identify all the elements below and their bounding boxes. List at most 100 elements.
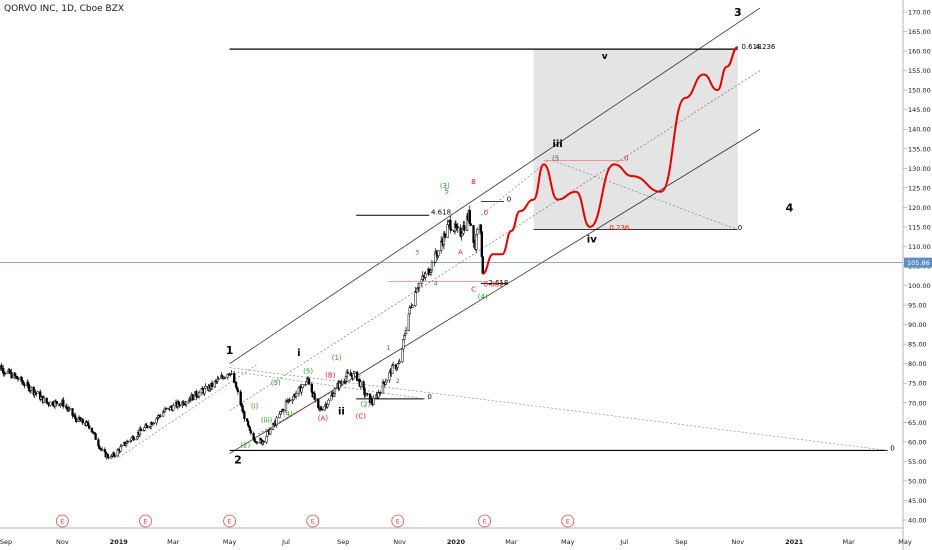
candle-body bbox=[396, 363, 399, 368]
price-tick-label: 70.00 bbox=[908, 399, 927, 407]
candle bbox=[340, 379, 343, 386]
candle-body bbox=[204, 385, 207, 389]
candle-body bbox=[88, 425, 91, 429]
time-tick-label: Mar bbox=[505, 538, 518, 546]
candle bbox=[450, 226, 453, 232]
candle bbox=[68, 406, 71, 412]
candle-body bbox=[327, 399, 330, 405]
candle bbox=[133, 437, 136, 441]
fib-label: 0.236 bbox=[609, 224, 630, 232]
candle-body bbox=[307, 378, 311, 385]
candle-body bbox=[379, 392, 382, 394]
candle bbox=[100, 446, 104, 451]
price-tick-label: 55.00 bbox=[908, 458, 927, 466]
price-tick-label: 140.00 bbox=[908, 126, 931, 134]
time-tick-label: Jul bbox=[619, 538, 628, 546]
fib-label: 0 bbox=[484, 209, 488, 217]
candle-body bbox=[479, 224, 483, 232]
channel-upper bbox=[229, 7, 761, 365]
earnings-event-letter: E bbox=[228, 518, 232, 526]
candle-body bbox=[249, 430, 252, 434]
earnings-event-icon: E bbox=[561, 514, 575, 528]
diag-1 bbox=[229, 367, 888, 451]
current-price-label: 105.86 bbox=[907, 259, 930, 267]
earnings-event-icon: E bbox=[55, 514, 69, 528]
wave-labels: 1234iiiiiiivv(1)(2)(3)(4)(5)(i)(iii)(2)(… bbox=[226, 6, 895, 466]
candle bbox=[472, 225, 475, 248]
candle-body bbox=[333, 388, 337, 394]
price-tick-label: 120.00 bbox=[908, 204, 931, 212]
price-tick-label: 135.00 bbox=[908, 145, 931, 153]
candle-body bbox=[165, 407, 168, 410]
price-tick-label: 75.00 bbox=[908, 380, 927, 388]
candle bbox=[256, 441, 259, 444]
fib-label: 0 bbox=[624, 154, 628, 162]
candle-body bbox=[269, 429, 272, 435]
projection-curve bbox=[482, 46, 739, 275]
candle bbox=[307, 378, 311, 386]
candle bbox=[353, 371, 356, 377]
earnings-event-circle bbox=[478, 514, 492, 528]
diag-3 bbox=[552, 160, 738, 230]
candle bbox=[3, 371, 7, 376]
candle bbox=[297, 387, 301, 397]
diag-5 bbox=[480, 160, 549, 216]
candle-body bbox=[437, 250, 440, 256]
candle bbox=[437, 250, 440, 258]
price-tick-label: 40.00 bbox=[908, 517, 927, 525]
price-tick-label: 155.00 bbox=[908, 67, 931, 75]
candle bbox=[139, 426, 143, 432]
candle-body bbox=[294, 393, 298, 397]
candle-body bbox=[217, 378, 220, 380]
candle bbox=[29, 386, 33, 394]
candle-body bbox=[359, 381, 362, 387]
candle-body bbox=[49, 401, 52, 406]
candle bbox=[463, 221, 466, 233]
target-zone-box bbox=[533, 49, 738, 230]
time-tick-label: 2019 bbox=[110, 538, 129, 546]
wave-label: iv bbox=[587, 235, 597, 246]
diag-4 bbox=[118, 363, 259, 458]
candle bbox=[414, 287, 417, 307]
candle bbox=[314, 397, 317, 403]
candle bbox=[230, 369, 233, 376]
candle bbox=[172, 402, 175, 411]
price-candles bbox=[0, 205, 484, 460]
candle bbox=[443, 231, 447, 241]
candle-body bbox=[463, 225, 466, 231]
earnings-event-letter: E bbox=[396, 518, 400, 526]
candle-body bbox=[152, 422, 155, 424]
candle-body bbox=[126, 440, 130, 443]
candle bbox=[398, 358, 401, 364]
candle-body bbox=[310, 383, 313, 393]
wave-label: 5 bbox=[444, 188, 448, 196]
candle-body bbox=[172, 405, 175, 411]
candle bbox=[333, 386, 337, 397]
price-tick-label: 160.00 bbox=[908, 48, 931, 56]
candle bbox=[320, 406, 324, 411]
candle bbox=[236, 387, 240, 395]
candle-body bbox=[301, 384, 304, 388]
price-tick-label: 170.00 bbox=[908, 9, 931, 17]
wave-label: (2) bbox=[240, 442, 250, 450]
candle bbox=[159, 413, 162, 418]
wave-label: (2) bbox=[360, 401, 370, 409]
candle-body bbox=[75, 418, 78, 423]
projection-path bbox=[482, 46, 739, 275]
earnings-event-icon: E bbox=[223, 514, 236, 528]
wave-label: (4) bbox=[478, 293, 488, 301]
price-tick-label: 125.00 bbox=[908, 184, 931, 192]
candle-body bbox=[107, 456, 110, 459]
earnings-event-circle bbox=[55, 514, 69, 528]
wave-label: 4 bbox=[434, 281, 438, 288]
fib-label: 0 bbox=[507, 196, 511, 204]
time-tick-label: Mar bbox=[843, 538, 856, 546]
wave-label: C bbox=[471, 285, 476, 293]
price-tick-label: 95.00 bbox=[908, 302, 927, 310]
time-tick-label: May bbox=[898, 538, 912, 546]
candle bbox=[88, 425, 91, 430]
price-tick-label: 65.00 bbox=[908, 419, 927, 427]
wave-label: (B) bbox=[325, 371, 336, 379]
candle bbox=[288, 397, 291, 403]
